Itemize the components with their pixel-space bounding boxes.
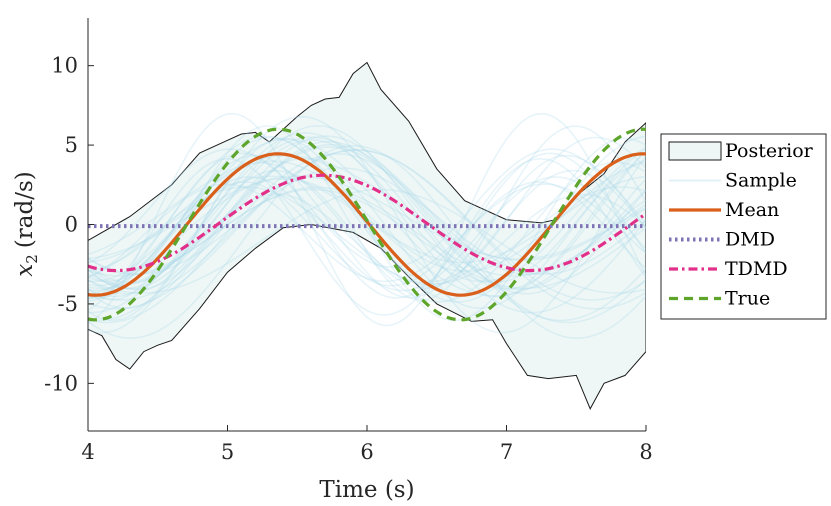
sample-curve (88, 188, 646, 294)
sample-curve (88, 112, 646, 327)
y-tick-label: -10 (44, 371, 78, 395)
sample-curve (88, 139, 646, 284)
sample-curve (88, 146, 646, 322)
sample-curve (88, 155, 646, 262)
sample-curve (88, 135, 646, 295)
legend-label-dmd: DMD (725, 229, 775, 251)
y-tick-label: -5 (58, 292, 78, 316)
legend-label-sample: Sample (725, 170, 797, 192)
y-axis-label-sub: 2 (23, 254, 41, 264)
sample-curve (88, 145, 646, 339)
sample-curve (88, 161, 646, 303)
series-tdmd-line (88, 173, 646, 273)
sample-curve (88, 124, 646, 290)
sample-curve (88, 138, 646, 283)
sample-curve (88, 183, 646, 283)
sample-curve (88, 169, 646, 290)
sample-curve (88, 158, 646, 310)
y-axis-label-unit: (rad/s) (12, 171, 38, 248)
sample-curve (88, 176, 646, 292)
sample-curve (88, 125, 646, 301)
series-true-line (88, 127, 646, 322)
plot-area (88, 61, 646, 410)
sample-curve (88, 136, 646, 283)
sample-curve (88, 175, 646, 260)
y-axis-label-var: x (12, 264, 38, 277)
sample-curve (88, 115, 646, 334)
x-tick-label: 7 (500, 440, 513, 464)
sample-curve (88, 154, 646, 299)
legend-label-tdmd: TDMD (725, 258, 788, 280)
legend-label-mean: Mean (725, 199, 779, 221)
y-tick-label: 0 (65, 213, 78, 237)
x-tick-label: 6 (360, 440, 373, 464)
sample-curve (88, 137, 646, 322)
sample-curve (88, 152, 646, 299)
sample-curve (88, 181, 646, 287)
x-tick-label: 8 (639, 440, 652, 464)
sample-curve (88, 144, 646, 276)
sample-curve (88, 167, 646, 275)
legend-swatch-posterior (668, 141, 722, 161)
y-tick-label: 10 (51, 54, 78, 78)
sample-curve (88, 149, 646, 310)
sample-curve (88, 188, 646, 289)
legend: Posterior Sample Mean DMD TDMD True (660, 133, 827, 320)
sample-curve (88, 193, 646, 286)
sample-curve (88, 149, 646, 301)
sample-curve (88, 136, 646, 314)
legend-label-true: True (725, 288, 770, 310)
legend-box (660, 133, 827, 320)
legend-label-posterior: Posterior (725, 140, 814, 162)
sample-curve (88, 153, 646, 324)
y-axis-label: x2 (rad/s) (12, 171, 41, 276)
sample-curve (88, 157, 646, 316)
y-tick-label: 5 (65, 133, 78, 157)
x-tick-label: 5 (221, 440, 234, 464)
axes: 4 5 6 7 8 10 5 0 -5 -10 (44, 18, 653, 464)
sample-curve (88, 131, 646, 298)
posterior-band (88, 61, 646, 410)
sample-curve (88, 148, 646, 268)
x-axis-label: Time (s) (319, 477, 414, 503)
sample-curve (88, 186, 646, 285)
x-tick-label: 4 (81, 440, 94, 464)
sample-curve (88, 140, 646, 291)
